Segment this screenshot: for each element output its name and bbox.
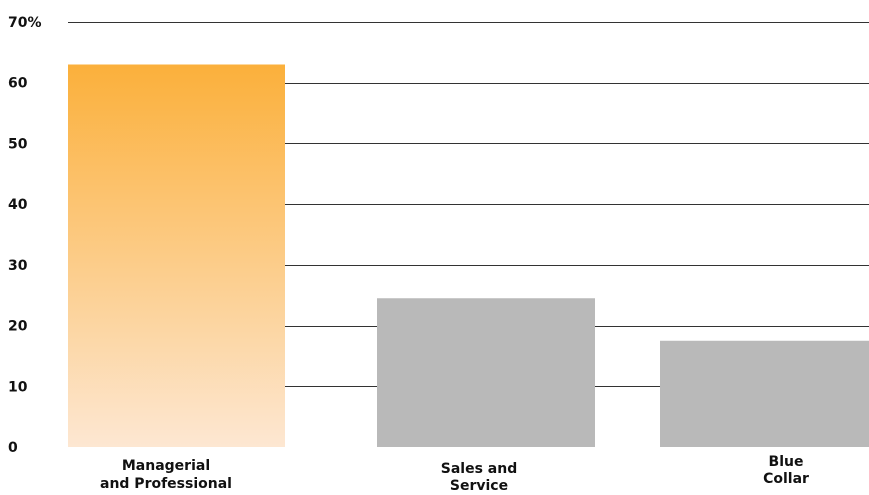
category-label-line: Blue [769, 454, 804, 470]
x-axis-category-labels: Managerial and Professional Sales and Servi… [100, 454, 809, 494]
y-axis-tick-labels: 0 10 20 30 40 50 60 70% [8, 15, 42, 456]
y-tick-label: 0 [8, 440, 18, 456]
category-label: Managerial and Professional [100, 458, 232, 492]
y-tick-label: 40 [8, 197, 28, 213]
bar-1 [377, 298, 595, 447]
y-tick-label: 60 [8, 76, 28, 92]
y-tick-label: 50 [8, 136, 28, 152]
bar-2 [660, 340, 869, 447]
category-label-line: Sales and [441, 461, 517, 477]
y-tick-label: 70% [8, 15, 42, 31]
y-tick-label: 20 [8, 319, 28, 335]
category-label-line: and Professional [100, 476, 232, 492]
bars [68, 64, 869, 447]
bar-0 [68, 64, 285, 447]
category-label: Sales and Service [441, 461, 517, 494]
category-label-line: Collar [763, 471, 809, 487]
y-tick-label: 30 [8, 258, 28, 274]
y-tick-label: 10 [8, 379, 28, 395]
category-label-line: Service [450, 478, 508, 494]
category-label: Blue Collar [763, 454, 809, 487]
category-label-line: Managerial [122, 458, 210, 474]
